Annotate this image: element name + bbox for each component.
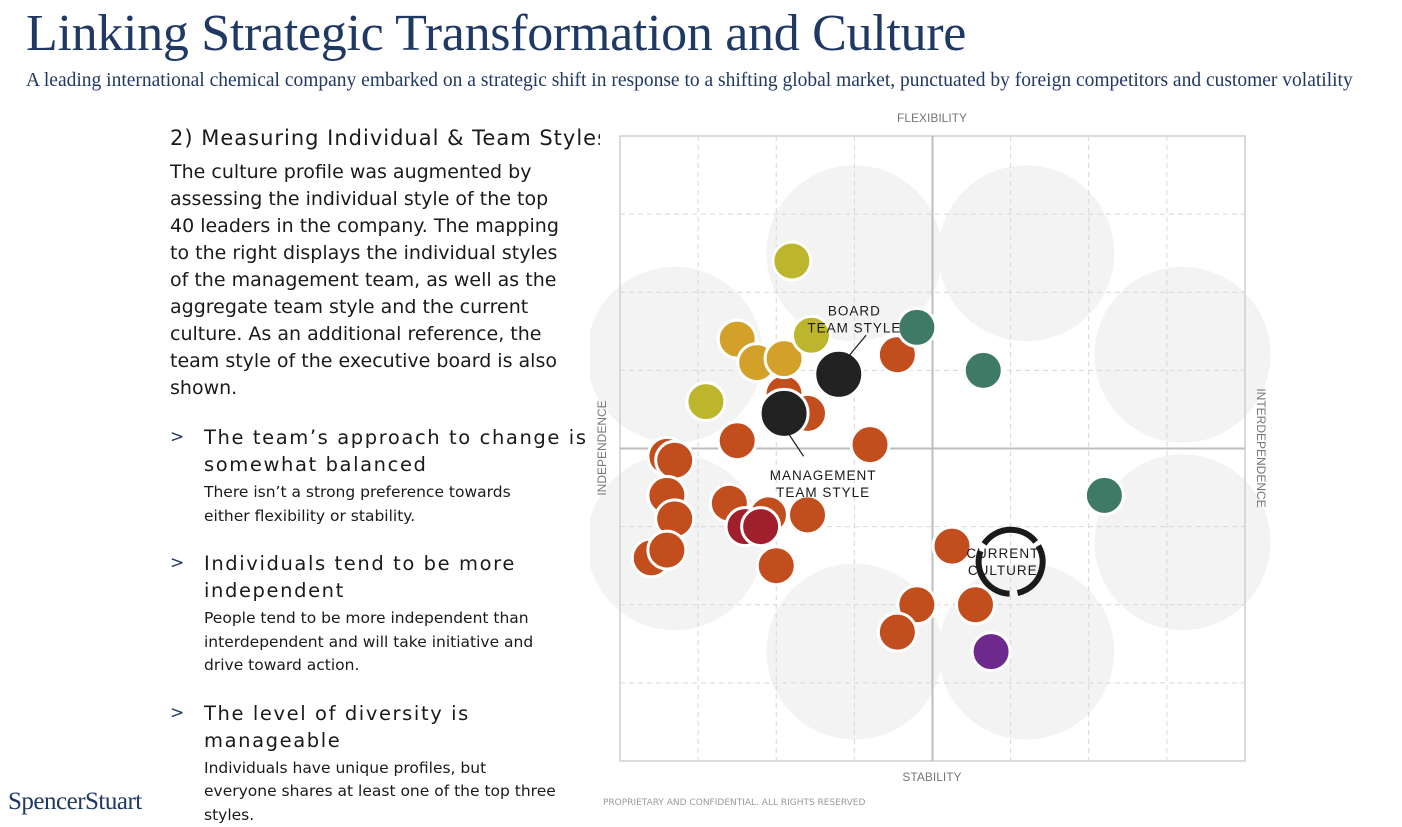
annotation-line: CURRENT [966, 546, 1039, 561]
individual-point [956, 586, 994, 624]
individual-point [687, 383, 725, 421]
bullet-chevron-icon: > [170, 427, 184, 447]
page-subtitle: A leading international chemical company… [26, 69, 1396, 92]
individual-point [757, 547, 795, 585]
bullet-chevron-icon: > [170, 703, 184, 723]
bullet-item: > The team’s approach to change is somew… [170, 424, 600, 528]
background-zone [938, 165, 1114, 341]
annotation-line: TEAM STYLE [776, 485, 870, 500]
axis-label-right: INTERDEPENDENCE [1254, 388, 1268, 507]
bullet-body: There isn’t a strong preference towards … [204, 481, 600, 528]
axis-label-top: FLEXIBILITY [897, 111, 967, 125]
management-leader-line [788, 433, 804, 456]
annotation-line: TEAM STYLE [807, 321, 901, 336]
annotation-label: MANAGEMENT TEAM STYLE [770, 468, 877, 500]
individual-point [964, 351, 1002, 389]
spencerstuart-logo: SpencerStuart [8, 788, 142, 816]
annotation-line: MANAGEMENT [770, 468, 877, 483]
individual-point [878, 613, 916, 651]
team-style-point [815, 350, 863, 398]
intro-paragraph: The culture profile was augmented by ass… [170, 159, 570, 402]
annotation-line: BOARD [828, 304, 881, 319]
individual-point [789, 496, 827, 534]
bullet-body: Individuals have unique profiles, but ev… [204, 757, 600, 827]
bullet-item: > The level of diversity is manageable I… [170, 700, 600, 827]
bullet-chevron-icon: > [170, 553, 184, 573]
left-column: 2) Measuring Individual & Team Styles Th… [170, 126, 600, 827]
bullet-heading: Individuals tend to be more independent [204, 550, 600, 604]
annotation-line: CULTURE [968, 563, 1038, 578]
individual-point [851, 426, 889, 464]
section-heading: 2) Measuring Individual & Team Styles [170, 126, 600, 150]
individual-point [773, 242, 811, 280]
bullet-body: People tend to be more independent than … [204, 607, 600, 678]
individual-point [972, 633, 1010, 671]
confidential-notice: PROPRIETARY AND CONFIDENTIAL. ALL RIGHTS… [603, 798, 865, 808]
bullet-item: > Individuals tend to be more independen… [170, 550, 600, 678]
individual-point [1085, 476, 1123, 514]
background-zone [1095, 454, 1271, 630]
style-map-chart: FLEXIBILITY STABILITY INDEPENDENCE INTER… [590, 100, 1280, 790]
background-zone [1095, 267, 1271, 443]
team-style-point [760, 389, 808, 437]
axis-label-left: INDEPENDENCE [595, 400, 609, 495]
individual-point [648, 531, 686, 569]
individual-point [898, 308, 936, 346]
bullet-heading: The team’s approach to change is somewha… [204, 424, 600, 478]
individual-point [718, 422, 756, 460]
bullet-heading: The level of diversity is manageable [204, 700, 600, 754]
individual-point [742, 508, 780, 546]
page-title: Linking Strategic Transformation and Cul… [26, 4, 966, 63]
axis-label-bottom: STABILITY [902, 770, 961, 784]
individual-point [656, 441, 694, 479]
